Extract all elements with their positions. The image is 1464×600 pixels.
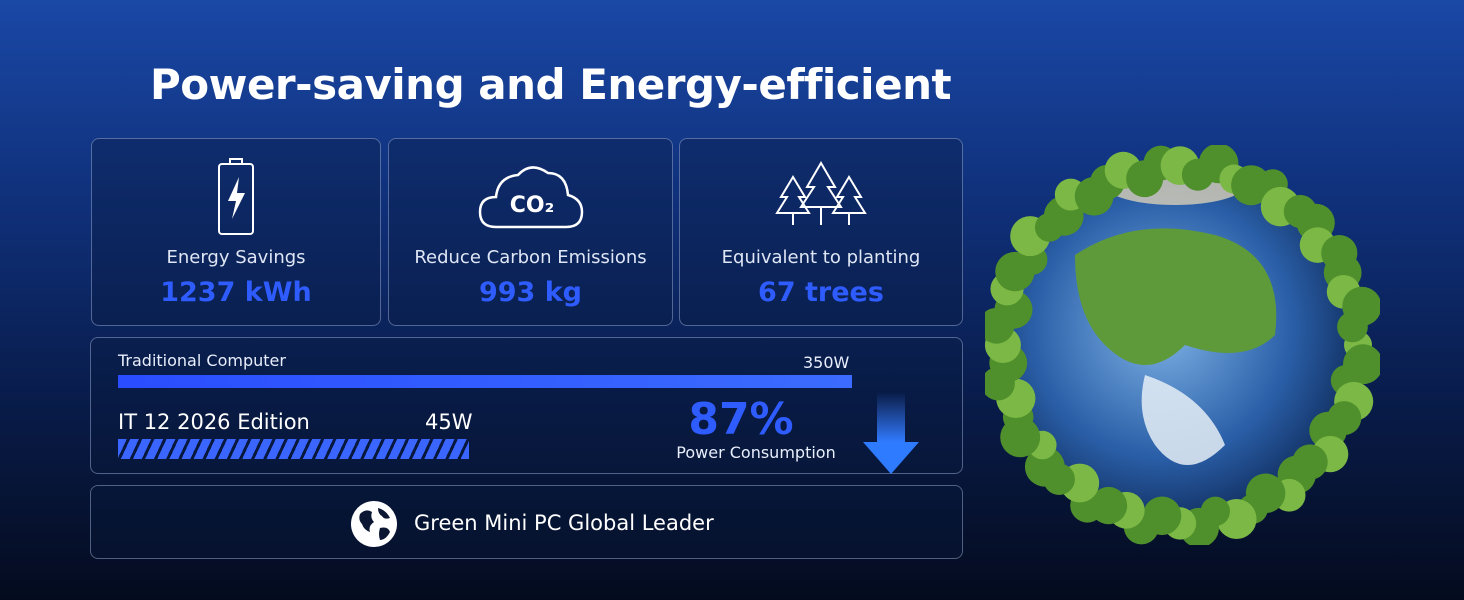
- stat-value: 1237 kWh: [160, 277, 312, 308]
- stat-value: 67 trees: [758, 277, 884, 308]
- earth-image: [985, 145, 1380, 545]
- stat-label: Energy Savings: [166, 247, 306, 268]
- item-label: IT 12 2026 Edition: [118, 410, 310, 434]
- reduction-label: Power Consumption: [676, 443, 836, 462]
- power-bar: [118, 375, 852, 388]
- reduction-value: 87%: [688, 394, 794, 445]
- globe-icon: [351, 501, 397, 547]
- battery-icon: [218, 158, 254, 235]
- power-bar: [118, 439, 469, 459]
- item-label: Traditional Computer: [118, 351, 286, 370]
- item-value: 45W: [425, 410, 473, 434]
- foliage: [1337, 311, 1368, 343]
- icon-text: CO₂: [509, 193, 553, 218]
- stat-label: Reduce Carbon Emissions: [414, 247, 647, 268]
- footer-panel: Green Mini PC Global Leader: [90, 485, 963, 559]
- footer-text: Green Mini PC Global Leader: [414, 511, 714, 535]
- stat-card: Energy Savings 1237 kWh: [91, 138, 381, 326]
- down-arrow: [863, 392, 919, 474]
- cloud-icon: CO₂: [478, 166, 583, 229]
- stat-card: Equivalent to planting 67 trees: [679, 138, 963, 326]
- stat-card: CO₂ Reduce Carbon Emissions 993 kg: [388, 138, 673, 326]
- stat-value: 993 kg: [478, 277, 583, 308]
- stat-label: Equivalent to planting: [721, 247, 921, 268]
- comparison-panel: Traditional Computer 350W IT 12 2026 Edi…: [90, 337, 963, 474]
- page-title: Power-saving and Energy-efficient: [150, 60, 952, 109]
- item-value: 350W: [803, 353, 850, 372]
- trees-icon: [775, 161, 867, 225]
